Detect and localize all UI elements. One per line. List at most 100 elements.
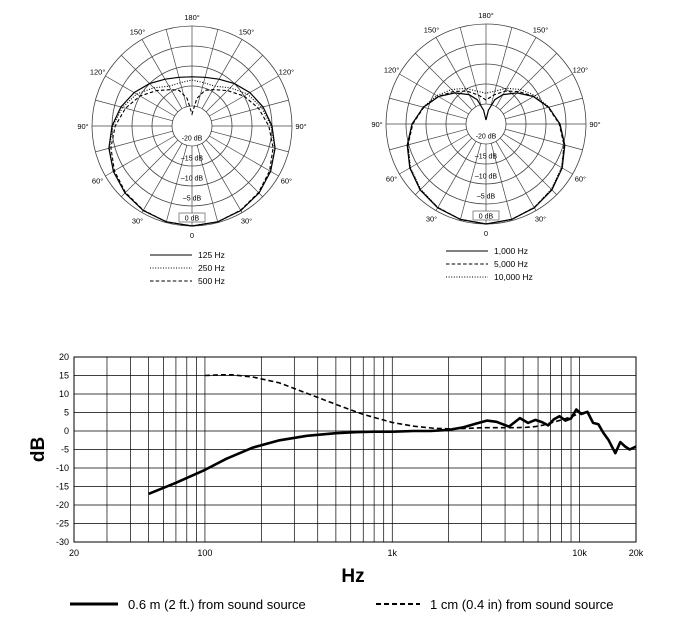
x-tick-label: 20 [69, 548, 79, 558]
polar-angle-label: 0 [190, 231, 194, 240]
polar-spoke [95, 99, 173, 122]
polar-spoke [209, 75, 279, 117]
polar-legend-label: 10,000 Hz [494, 272, 533, 282]
polar-angle-label: 90° [295, 122, 306, 131]
x-tick-label: 10k [572, 548, 587, 558]
y-axis-label: dB [28, 437, 49, 462]
polar-angle-label: 0 [484, 229, 488, 238]
polar-spoke [389, 97, 467, 120]
polar-spoke [196, 145, 219, 223]
polar-spoke [211, 99, 289, 122]
polar-spoke [503, 133, 573, 175]
polar-angle-label: 120° [384, 66, 400, 75]
y-tick-label: 20 [59, 352, 69, 362]
frequency-series-1 [148, 408, 637, 496]
polar-spoke [121, 139, 179, 197]
polar-label-box [472, 210, 500, 221]
x-axis-label: Hz [341, 566, 364, 587]
polar-spoke [415, 137, 473, 195]
polar-spoke [459, 143, 482, 221]
y-tick-label: 10 [59, 389, 69, 399]
frequency-legend-label: 1 cm (0.4 in) from sound source [430, 597, 614, 612]
polar-legend-label: 5,000 Hz [494, 259, 528, 269]
polar-angle-label: 60° [281, 177, 292, 186]
polar-spoke [415, 53, 473, 111]
polar-legend-label: 250 Hz [198, 263, 225, 273]
polar-angle-label: 150° [130, 28, 146, 37]
polar-angle-label: 120° [90, 68, 106, 77]
frequency-response-chart [70, 356, 637, 606]
polar-angle-label: 180° [184, 13, 200, 22]
polar-angle-label: 30° [535, 214, 546, 223]
y-tick-label: -5 [61, 445, 69, 455]
polar-angle-label: 60° [386, 175, 397, 184]
polar-db-label: -20 dB [476, 134, 497, 141]
polar-spoke [399, 73, 469, 115]
plot-frame [73, 356, 637, 543]
polar-spoke [499, 137, 557, 195]
polar-db-label: 0 dB [479, 214, 494, 221]
polar-db-label: -20 dB [182, 136, 203, 143]
polar-angle-label: 30° [241, 216, 252, 225]
polar-angle-label: 30° [132, 216, 143, 225]
polar-legend-label: 1,000 Hz [494, 246, 528, 256]
polar-angle-label: 90° [77, 122, 88, 131]
polar-series-2 [108, 79, 276, 227]
polar-angle-label: 30° [426, 214, 437, 223]
polar-angle-label: 120° [573, 66, 589, 75]
polar-spoke [389, 128, 467, 151]
frequency-legend-label: 0.6 m (2 ft.) from sound source [128, 597, 306, 612]
polar-spoke [211, 130, 289, 153]
polar-series-3 [110, 89, 274, 227]
polar-spoke [105, 135, 175, 177]
y-tick-label: 5 [64, 408, 69, 418]
polar-spoke [490, 143, 513, 221]
polar-spoke [505, 128, 583, 151]
polar-spoke [165, 145, 188, 223]
polar-db-label: –5 dB [183, 196, 202, 203]
polar-angle-label: 150° [533, 26, 549, 35]
polar-spoke [209, 135, 279, 177]
polar-legend-label: 500 Hz [198, 276, 225, 286]
polar-spoke [95, 130, 173, 153]
polar-chart-1 [91, 25, 293, 282]
polar-angle-label: 60° [575, 175, 586, 184]
polar-angle-label: 60° [92, 177, 103, 186]
polar-spoke [141, 143, 183, 213]
polar-series-3 [407, 87, 565, 225]
polar-db-label: –15 dB [475, 154, 498, 161]
y-tick-label: 0 [64, 426, 69, 436]
polar-label-box [178, 212, 206, 223]
polar-angle-label: 90° [371, 120, 382, 129]
polar-spoke [165, 29, 188, 107]
polar-spoke [490, 27, 513, 105]
polar-spoke [201, 143, 243, 213]
polar-spoke [499, 53, 557, 111]
polar-chart-2 [385, 23, 587, 278]
y-tick-label: -25 [56, 519, 69, 529]
frequency-series-2 [204, 374, 580, 430]
polar-db-label: –10 dB [181, 176, 204, 183]
polar-spoke [495, 141, 537, 211]
x-tick-label: 100 [197, 548, 212, 558]
polar-db-label: –5 dB [477, 194, 496, 201]
polar-spoke [205, 139, 263, 197]
polar-angle-label: 90° [589, 120, 600, 129]
polar-db-label: –10 dB [475, 174, 498, 181]
polar-spoke [503, 73, 573, 115]
polar-spoke [435, 141, 477, 211]
polar-angle-label: 180° [478, 11, 494, 20]
y-tick-label: -30 [56, 537, 69, 547]
x-tick-label: 20k [629, 548, 644, 558]
polar-db-label: –15 dB [181, 156, 204, 163]
polar-spoke [201, 39, 243, 109]
polar-angle-label: 150° [424, 26, 440, 35]
polar-spoke [196, 29, 219, 107]
y-tick-label: 15 [59, 371, 69, 381]
polar-db-label: 0 dB [185, 216, 200, 223]
y-tick-label: -15 [56, 482, 69, 492]
y-tick-label: -20 [56, 500, 69, 510]
polar-legend-label: 125 Hz [198, 250, 225, 260]
polar-spoke [141, 39, 183, 109]
